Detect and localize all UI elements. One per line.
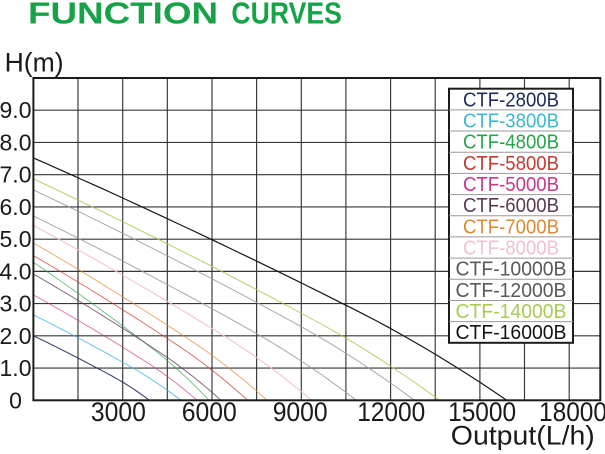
svg-text:18000: 18000 xyxy=(539,397,605,427)
svg-text:CTF-12000B: CTF-12000B xyxy=(456,280,567,302)
svg-text:CTF-3800B: CTF-3800B xyxy=(463,111,559,133)
svg-text:CTF-4800B: CTF-4800B xyxy=(463,132,559,154)
svg-text:CTF-16000B: CTF-16000B xyxy=(456,322,567,344)
svg-text:CTF-7000B: CTF-7000B xyxy=(463,216,559,238)
svg-text:6.0: 6.0 xyxy=(0,194,31,220)
svg-text:CTF-5000B: CTF-5000B xyxy=(463,174,559,196)
svg-text:CTF-2800B: CTF-2800B xyxy=(463,89,559,111)
svg-text:5.0: 5.0 xyxy=(0,226,31,252)
svg-text:3000: 3000 xyxy=(91,397,146,427)
svg-text:2.0: 2.0 xyxy=(0,323,31,349)
svg-text:4.0: 4.0 xyxy=(0,258,31,284)
svg-text:CTF-5800B: CTF-5800B xyxy=(463,153,559,175)
svg-text:H(m): H(m) xyxy=(5,48,64,78)
svg-text:6000: 6000 xyxy=(182,397,237,427)
svg-text:15000: 15000 xyxy=(448,397,516,427)
svg-text:7.0: 7.0 xyxy=(0,162,31,188)
svg-text:Output(L/h): Output(L/h) xyxy=(451,421,595,451)
svg-text:CTF-6000B: CTF-6000B xyxy=(463,195,559,217)
svg-text:CURVES: CURVES xyxy=(231,0,341,31)
svg-text:3.0: 3.0 xyxy=(0,291,31,317)
svg-text:9000: 9000 xyxy=(273,397,328,427)
svg-text:12000: 12000 xyxy=(357,397,425,427)
svg-text:9.0: 9.0 xyxy=(0,97,31,123)
svg-text:CTF-10000B: CTF-10000B xyxy=(456,259,567,281)
svg-text:1.0: 1.0 xyxy=(0,355,31,381)
svg-text:FUNCTION: FUNCTION xyxy=(28,0,218,31)
svg-text:CTF-14000B: CTF-14000B xyxy=(456,301,567,323)
svg-text:8.0: 8.0 xyxy=(0,130,31,156)
svg-text:0: 0 xyxy=(9,387,22,413)
svg-text:CTF-8000B: CTF-8000B xyxy=(463,238,559,260)
